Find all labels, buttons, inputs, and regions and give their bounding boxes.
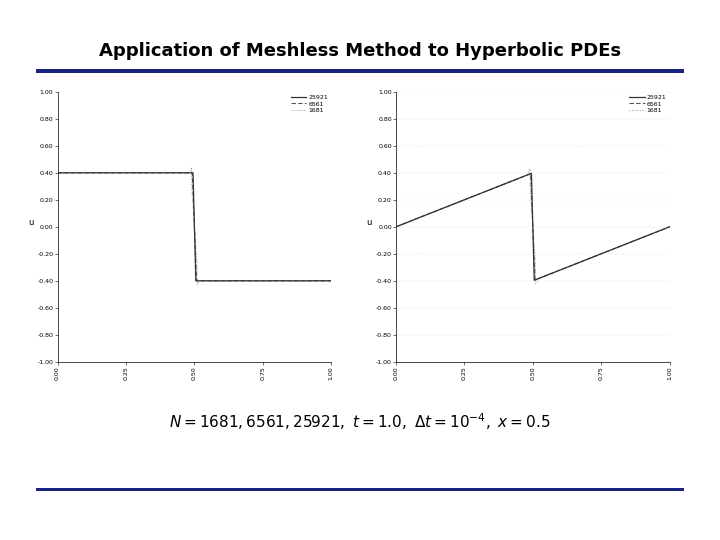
Y-axis label: u: u [366,218,372,227]
Text: $N = 1681, 6561, 25921,\ t = 1.0,\ \Delta t = 10^{-4},\ x = 0.5$: $N = 1681, 6561, 25921,\ t = 1.0,\ \Delt… [169,411,551,431]
Legend: 25921, 6561, 1681: 25921, 6561, 1681 [629,95,667,113]
Legend: 25921, 6561, 1681: 25921, 6561, 1681 [291,95,328,113]
Y-axis label: u: u [28,218,33,227]
Text: Application of Meshless Method to Hyperbolic PDEs: Application of Meshless Method to Hyperb… [99,42,621,60]
